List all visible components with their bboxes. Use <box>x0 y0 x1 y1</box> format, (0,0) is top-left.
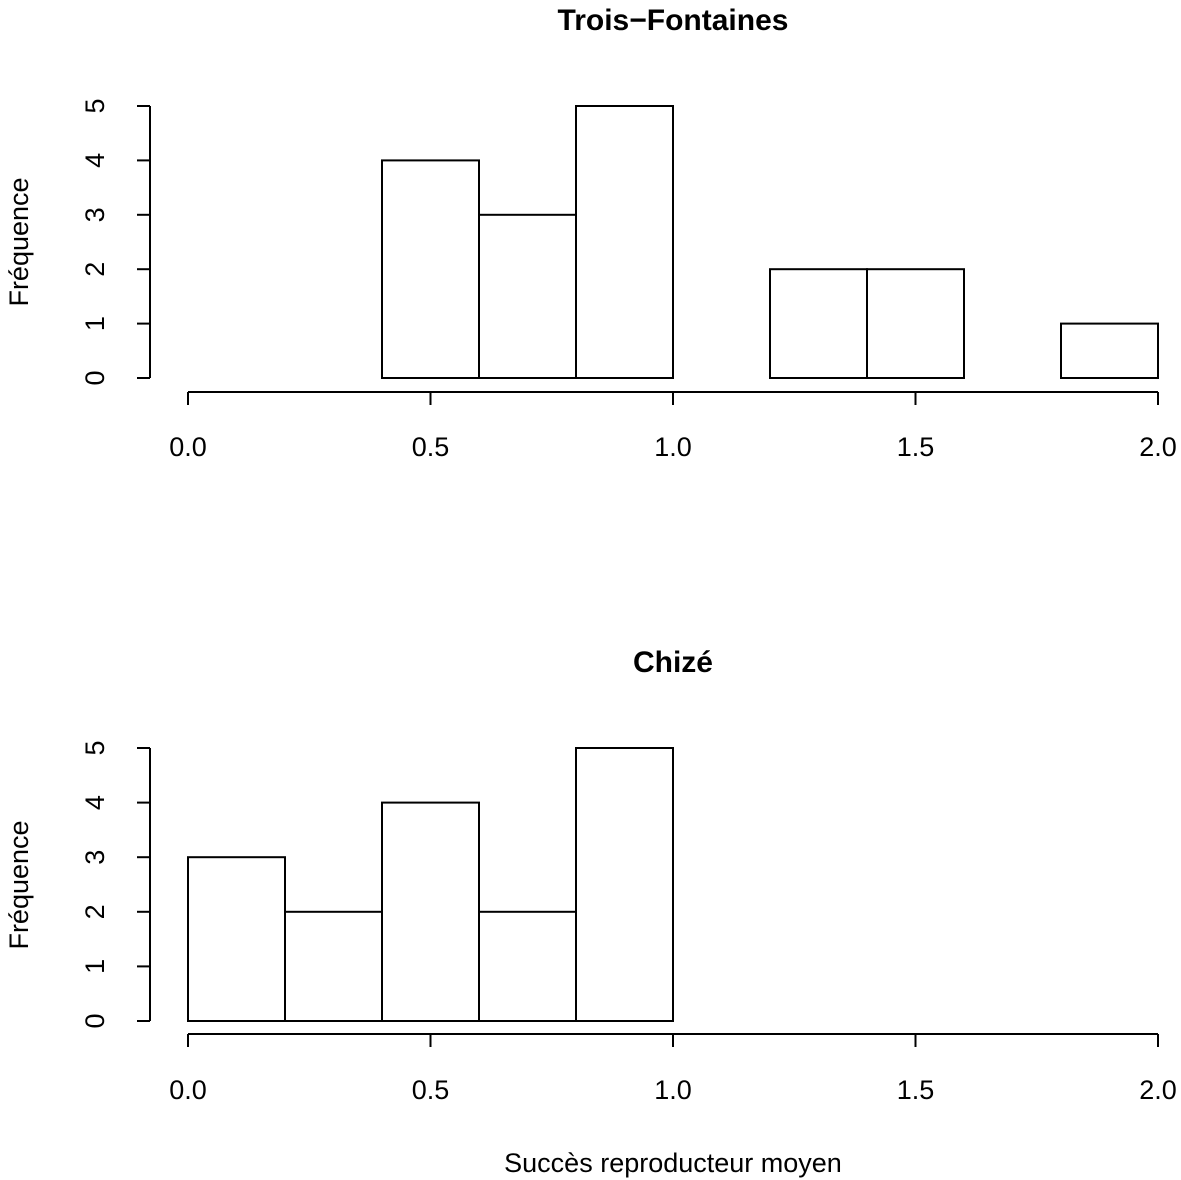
y-tick-label: 5 <box>80 98 110 113</box>
histogram-bar <box>478 213 577 379</box>
histogram-bar <box>866 268 965 380</box>
histogram-bar <box>575 105 674 379</box>
y-axis-label: Fréquence <box>4 177 34 306</box>
x-tick-label: 1.0 <box>654 1075 692 1105</box>
x-tick-label: 2.0 <box>1139 432 1177 462</box>
histogram-bar <box>575 747 674 1022</box>
y-tick-label: 1 <box>80 959 110 974</box>
y-tick-label: 3 <box>80 850 110 865</box>
y-tick-label: 3 <box>80 207 110 222</box>
x-tick-label: 1.5 <box>897 432 935 462</box>
x-tick-label: 1.0 <box>654 432 692 462</box>
histogram-bar <box>284 910 383 1022</box>
y-tick-label: 0 <box>80 370 110 385</box>
histogram-bar <box>381 801 480 1022</box>
y-tick-label: 1 <box>80 316 110 331</box>
histogram-bar <box>478 910 577 1022</box>
y-tick-label: 5 <box>80 740 110 755</box>
panel-title: Chizé <box>633 646 713 679</box>
histogram-trois-fontaines: Trois−Fontaines Fréquence 0.0 0.5 1.0 1.5 2.… <box>4 4 1177 462</box>
histogram-chize: Chizé Fréquence 0.0 0.5 1.0 1.5 2.0 0 1 2 3 4 5 S… <box>4 646 1177 1178</box>
x-tick-label: 1.5 <box>897 1075 935 1105</box>
x-tick-label: 0.5 <box>412 432 450 462</box>
x-tick-label: 0.5 <box>412 1075 450 1105</box>
histogram-bar <box>1060 322 1159 380</box>
panel-title: Trois−Fontaines <box>558 4 789 37</box>
histogram-bar <box>187 856 286 1023</box>
y-tick-label: 0 <box>80 1013 110 1028</box>
y-tick-label: 2 <box>80 904 110 919</box>
y-axis-label: Fréquence <box>4 820 34 949</box>
x-axis-label: Succès reproducteur moyen <box>504 1148 842 1178</box>
y-tick-label: 4 <box>80 153 110 168</box>
x-tick-label: 2.0 <box>1139 1075 1177 1105</box>
y-tick-label: 2 <box>80 262 110 277</box>
histogram-bar <box>769 268 868 380</box>
x-tick-label: 0.0 <box>169 1075 207 1105</box>
x-tick-label: 0.0 <box>169 432 207 462</box>
y-tick-label: 4 <box>80 795 110 810</box>
histogram-bar <box>381 159 480 379</box>
